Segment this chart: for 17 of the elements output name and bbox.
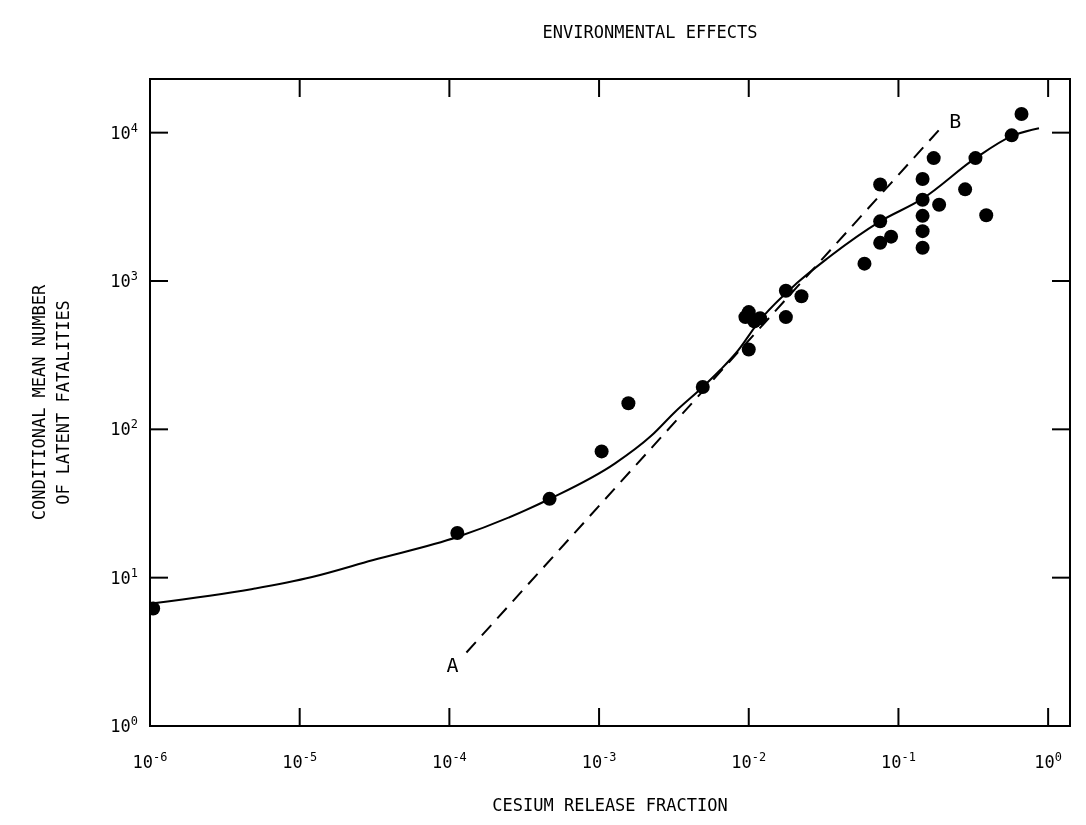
y-axis-title: CONDITIONAL MEAN NUMBER OF LATENT FATALITIES (29, 284, 73, 521)
annotation: A (446, 653, 459, 678)
x-axis-title: CESIUM RELEASE FRACTION (492, 795, 728, 815)
annotation: B (949, 108, 962, 133)
x-tick-label: 10$^{-3}$ (581, 750, 617, 772)
y-tick-label: 10$^{3}$ (110, 268, 138, 291)
x-tick-label: 10$^{-6}$ (132, 750, 168, 772)
y-tick-label: 10$^{2}$ (110, 417, 138, 440)
chart-title: ENVIRONMENTAL EFFECTS (542, 22, 758, 42)
y-tick-label: 10$^{0}$ (110, 714, 138, 736)
y-tick-label: 10$^{4}$ (110, 120, 138, 143)
y-tick-label: 10$^{1}$ (110, 565, 138, 588)
x-tick-label: 10$^{-4}$ (431, 750, 467, 772)
x-tick-label: 10$^{-2}$ (731, 750, 767, 772)
x-tick-label: 10$^{0}$ (1034, 750, 1062, 772)
x-tick-label: 10$^{-5}$ (282, 750, 318, 772)
x-tick-label: 10$^{-1}$ (881, 750, 916, 772)
